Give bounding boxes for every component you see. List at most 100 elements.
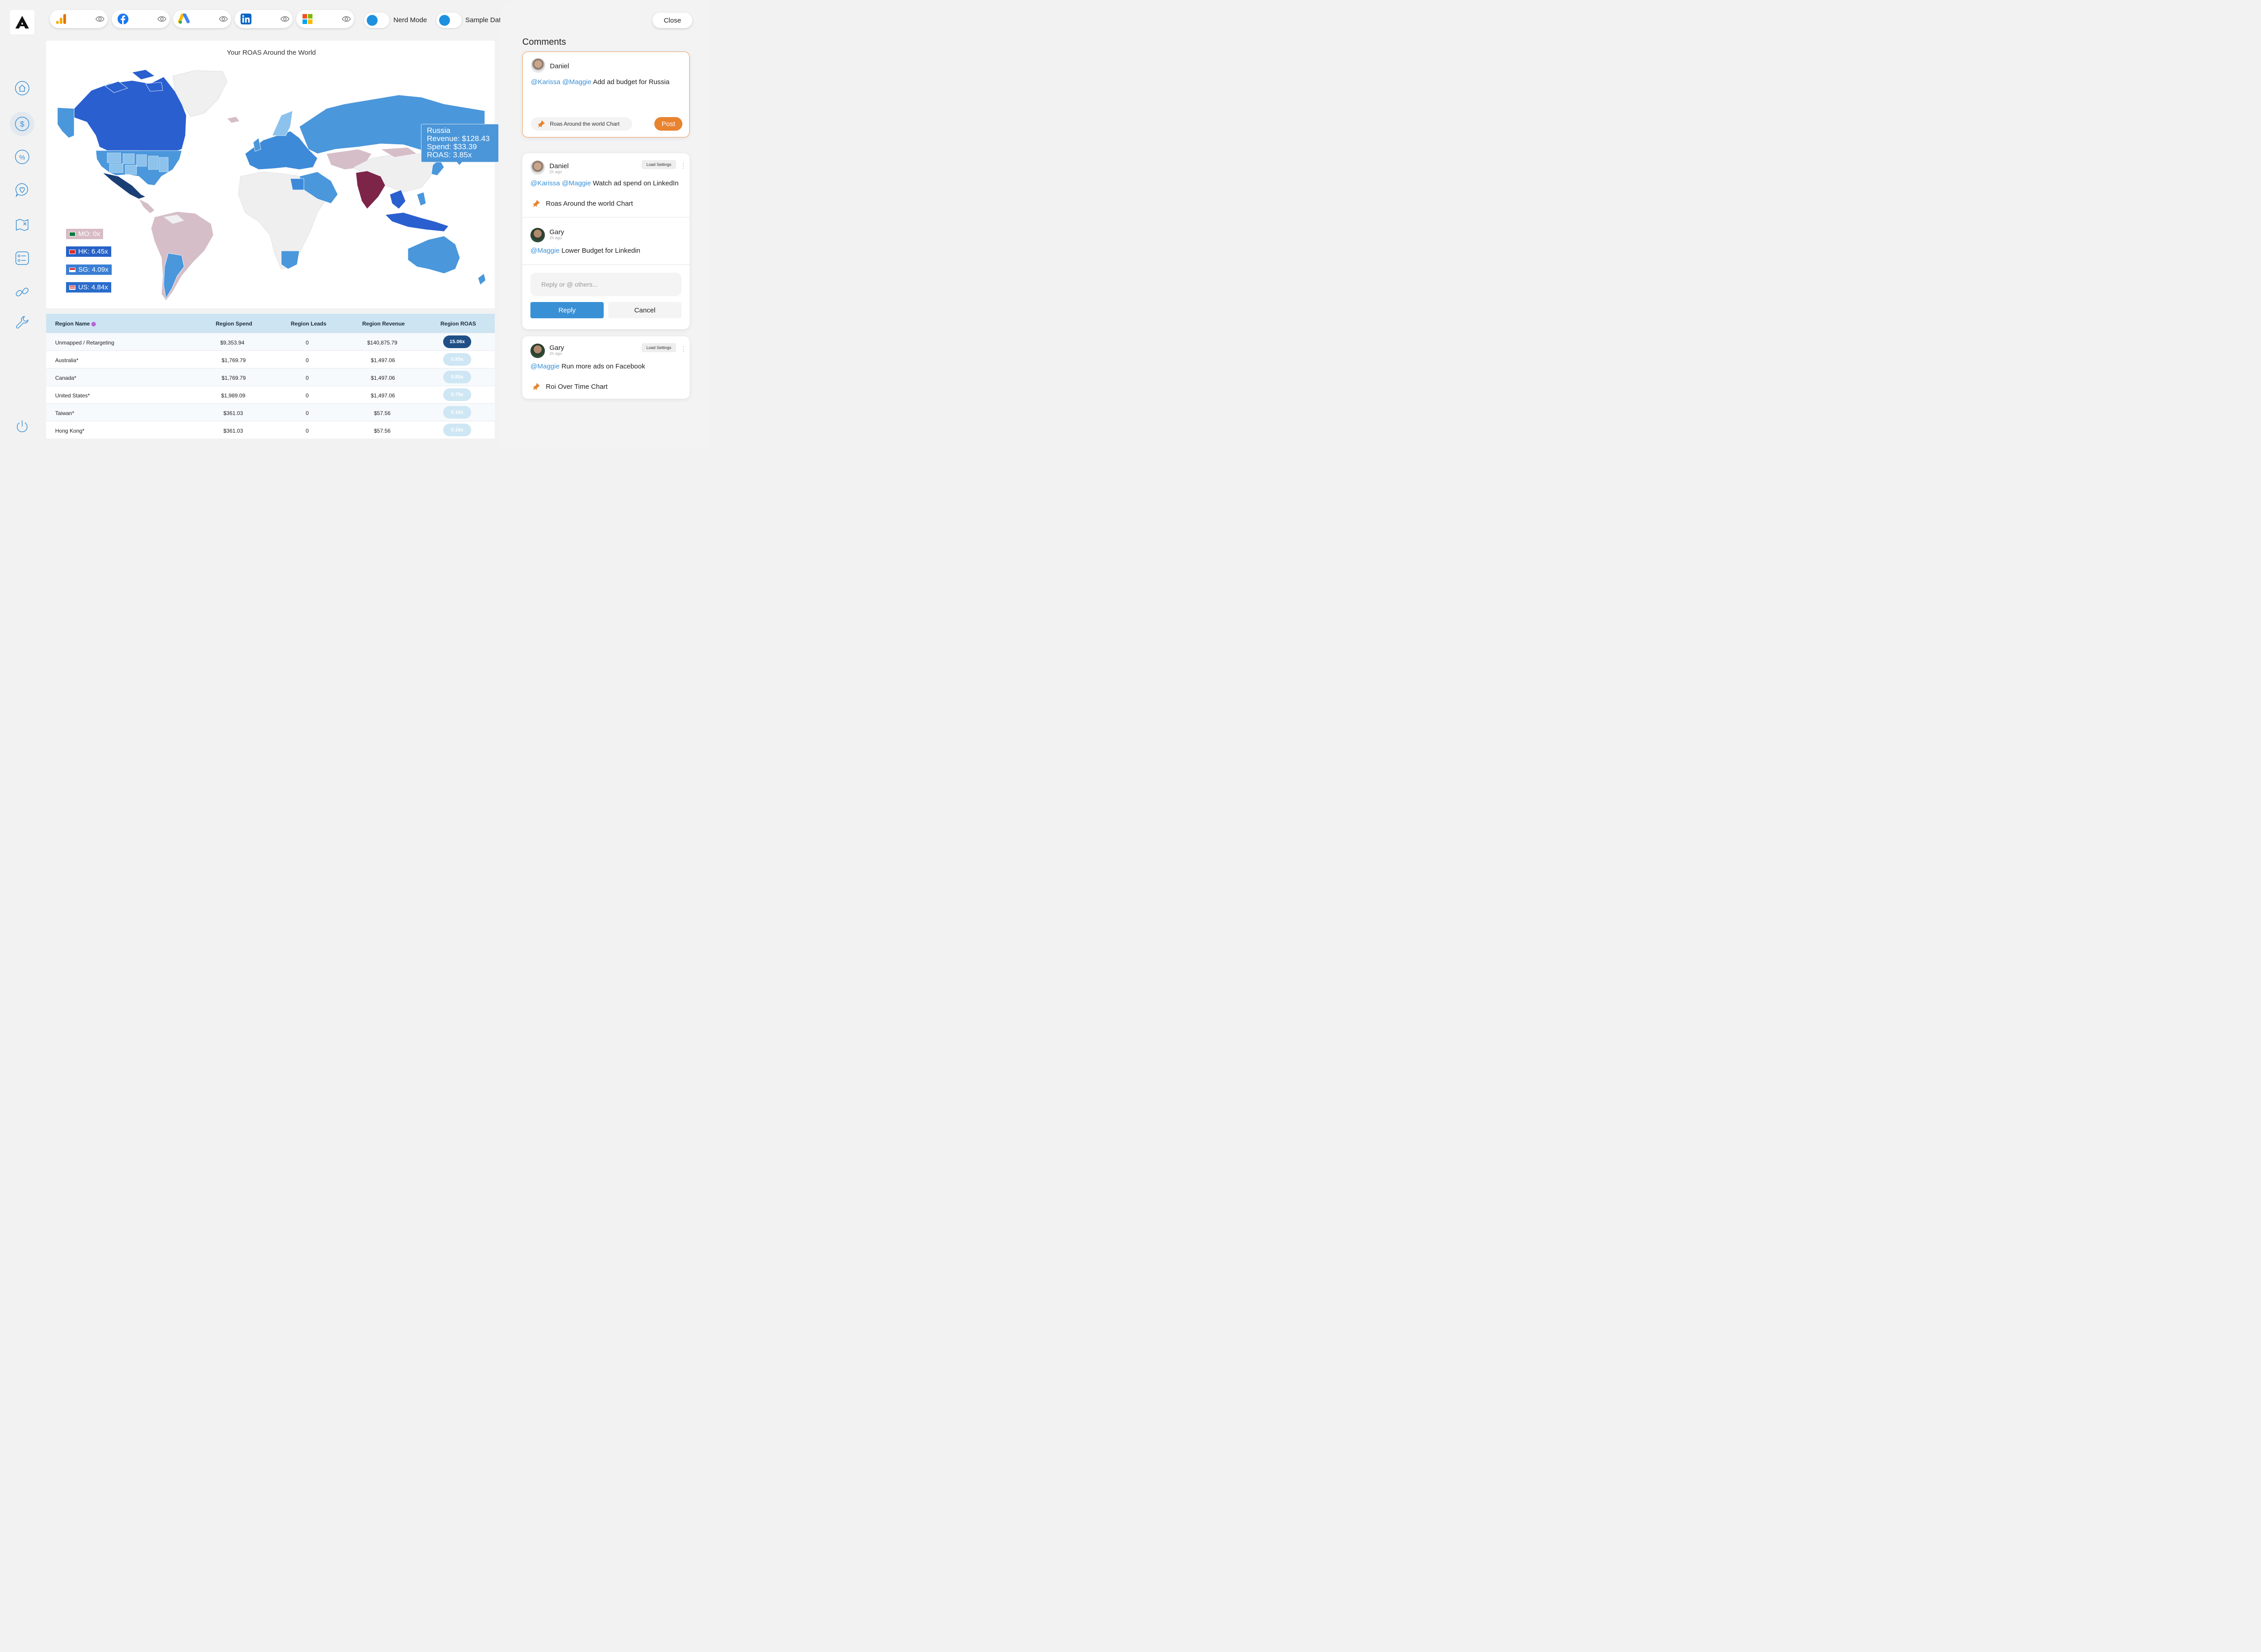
logout-nav-button[interactable] (10, 414, 34, 439)
usa-states-detail (107, 152, 169, 175)
table-row[interactable]: Australia* $1,769.79 0 $1,497.06 0.85x (46, 350, 495, 368)
india-region (355, 170, 386, 209)
uk-region (253, 137, 261, 152)
more-options-icon[interactable]: · · · (682, 343, 685, 354)
map-nav-button[interactable] (10, 212, 34, 237)
chart-link[interactable]: Roas Around the world Chart (532, 199, 633, 208)
post-button[interactable]: Post (654, 117, 682, 131)
microsoft-selector[interactable] (296, 10, 354, 28)
cell-region-name: Taiwan* (55, 410, 75, 416)
app-logo[interactable] (10, 10, 34, 34)
cell-revenue: $1,497.06 (371, 357, 395, 363)
badge-text: SG: 4.09x (78, 266, 109, 274)
home-nav-button[interactable] (10, 76, 34, 100)
us-flag-icon (69, 285, 76, 290)
dollar-nav-button[interactable]: $ (10, 112, 34, 136)
close-button[interactable]: Close (653, 13, 692, 28)
header-region-roas[interactable]: Region ROAS (440, 321, 476, 327)
nerd-mode-toggle[interactable] (364, 13, 389, 28)
logo-icon (15, 16, 29, 28)
new-zealand-region (478, 273, 486, 285)
chip-label: Roas Around the world Chart (550, 121, 620, 127)
list-nav-button[interactable] (10, 246, 34, 270)
comment-author: Daniel (549, 162, 569, 170)
iceland-region (227, 116, 240, 123)
more-options-icon[interactable]: · · · (682, 160, 685, 171)
google-analytics-icon (54, 12, 68, 26)
eye-icon[interactable] (341, 14, 351, 24)
eye-icon[interactable] (280, 14, 290, 24)
cancel-button[interactable]: Cancel (608, 302, 681, 318)
comment-body: Run more ads on Facebook (561, 363, 645, 370)
linkedin-selector[interactable] (235, 10, 293, 28)
chart-attachment-chip[interactable]: Roas Around the world Chart (531, 117, 632, 131)
cell-spend: $361.03 (223, 410, 243, 416)
comment-text: @Maggie Lower Budget for Linkedin (530, 247, 640, 255)
comment-author: Gary (549, 344, 564, 352)
load-settings-button[interactable]: Load Settings (642, 343, 676, 352)
eye-icon[interactable] (95, 14, 105, 24)
cell-leads: 0 (306, 375, 309, 381)
dollar-icon: $ (15, 117, 29, 131)
roas-pill: 0.16x (443, 406, 471, 419)
comments-title: Comments (522, 37, 566, 47)
header-region-spend[interactable]: Region Spend (216, 321, 252, 327)
cell-revenue: $57.56 (374, 410, 391, 416)
facebook-selector[interactable] (112, 10, 170, 28)
comment-input[interactable]: @Karissa @Maggie Add ad budget for Russi… (531, 78, 669, 86)
header-region-name[interactable]: Region Name (55, 321, 96, 327)
heart-chat-nav-button[interactable] (10, 178, 34, 202)
world-map[interactable] (46, 41, 495, 308)
power-icon (17, 420, 28, 432)
mentions[interactable]: @Karissa @Maggie (531, 78, 591, 86)
sample-data-label: Sample Data (465, 16, 505, 24)
header-region-leads[interactable]: Region Leads (291, 321, 326, 327)
table-row[interactable]: Canada* $1,769.79 0 $1,497.06 0.85x (46, 368, 495, 386)
roas-pill: 0.85x (443, 371, 471, 383)
pin-icon (533, 383, 540, 390)
google-analytics-selector[interactable] (50, 10, 108, 28)
chart-link[interactable]: Roi Over Time Chart (532, 382, 608, 391)
comment-card: Gary 2h ago Load Settings · · · @Maggie Ru… (522, 336, 690, 399)
argentina-region (163, 253, 184, 299)
heart-chat-icon (15, 183, 28, 198)
header-region-revenue[interactable]: Region Revenue (362, 321, 405, 327)
svg-text:$: $ (20, 120, 24, 128)
tooltip-roas: ROAS: 3.85x (427, 151, 472, 159)
pin-icon (538, 120, 545, 127)
mentions[interactable]: @Karissa @Maggie (530, 179, 591, 187)
mentions[interactable]: @Maggie (530, 247, 560, 255)
wrench-nav-button[interactable] (10, 310, 34, 335)
scandinavia-region (272, 110, 293, 136)
table-row[interactable]: Taiwan* $361.03 0 $57.56 0.16x (46, 403, 495, 421)
table-header: Region Name Region Spend Region Leads Re… (46, 314, 495, 333)
link-nav-button[interactable] (10, 280, 34, 304)
sample-data-toggle[interactable] (436, 13, 462, 28)
region-table: Region Name Region Spend Region Leads Re… (46, 314, 495, 439)
table-row[interactable]: Hong Kong* $361.03 0 $57.56 0.16x (46, 421, 495, 439)
alaska-region (57, 107, 75, 138)
africa-region (238, 171, 327, 269)
badge-hong-kong: HK: 6.45x (66, 246, 111, 257)
reply-input[interactable]: Reply or @ others... (530, 273, 681, 296)
eye-icon[interactable] (157, 14, 167, 24)
google-ads-selector[interactable] (173, 10, 231, 28)
comment-time: 2h ago (549, 236, 562, 240)
mentions[interactable]: @Maggie (530, 363, 560, 370)
new-comment-card: Daniel @Karissa @Maggie Add ad budget fo… (522, 52, 690, 137)
percent-nav-button[interactable]: % (10, 145, 34, 169)
reply-button[interactable]: Reply (530, 302, 604, 318)
table-row[interactable]: Unmapped / Retargeting $9,353.94 0 $140,… (46, 333, 495, 350)
comment-thread-card: Daniel 2h ago Load Settings · · · @Karissa… (522, 153, 690, 329)
roas-map-card: Your ROAS Around the World (46, 41, 499, 308)
facebook-icon (116, 12, 130, 26)
load-settings-button[interactable]: Load Settings (642, 160, 676, 169)
cell-spend: $1,769.79 (222, 357, 246, 363)
table-row[interactable]: United States* $1,989.09 0 $1,497.06 0.7… (46, 386, 495, 403)
singapore-flag-icon (69, 267, 76, 272)
cell-leads: 0 (306, 410, 309, 416)
eye-icon[interactable] (218, 14, 228, 24)
middle-east-region (299, 171, 338, 204)
russia-tooltip: Russia Revenue: $128.43 Spend: $33.39 RO… (421, 124, 499, 165)
cell-spend: $361.03 (223, 428, 243, 434)
